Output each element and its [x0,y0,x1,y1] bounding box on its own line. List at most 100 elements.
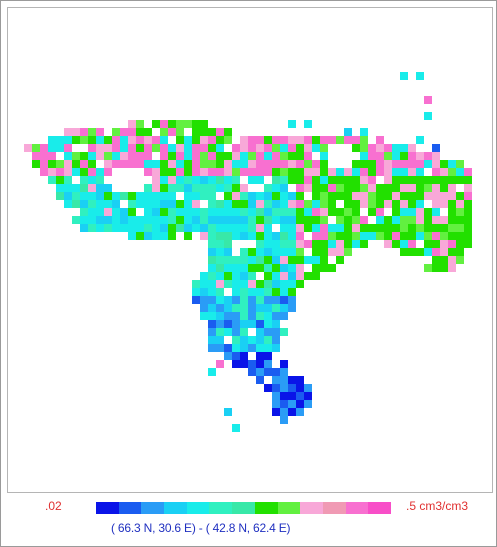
map-cell [272,336,280,344]
map-cell [296,384,304,392]
map-cell [184,184,192,192]
map-cell [240,256,248,264]
map-cell [144,144,152,152]
map-cell [232,296,240,304]
map-cell [424,96,432,104]
map-cell [224,304,232,312]
map-cell [168,168,176,176]
map-cell [216,272,224,280]
map-cell [120,136,128,144]
map-cell [168,208,176,216]
map-cell [200,216,208,224]
map-cell [256,200,264,208]
map-cell [432,200,440,208]
map-cell [216,344,224,352]
legend-swatch [96,502,119,514]
map-cell [72,160,80,168]
map-cell [160,152,168,160]
map-cell [152,168,160,176]
map-cell [432,208,440,216]
map-cell [320,208,328,216]
map-cell [152,144,160,152]
map-cell [352,144,360,152]
map-cell [344,232,352,240]
map-cell [456,192,464,200]
map-cell [256,240,264,248]
map-cell [96,200,104,208]
map-cell [296,272,304,280]
map-cell [184,176,192,184]
map-cell [272,264,280,272]
map-cell [248,152,256,160]
map-cell [208,192,216,200]
map-cell [216,328,224,336]
map-cell [376,160,384,168]
map-cell [216,280,224,288]
map-cell [320,160,328,168]
map-cell [376,224,384,232]
map-cell [240,312,248,320]
map-cell [280,248,288,256]
map-cell [224,320,232,328]
map-cell [264,296,272,304]
map-cell [424,232,432,240]
map-cell [240,296,248,304]
map-cell [56,136,64,144]
map-cell [360,160,368,168]
map-cell [200,152,208,160]
map-cell [136,192,144,200]
map-cell [80,200,88,208]
map-cell [80,160,88,168]
map-cell [304,240,312,248]
map-cell [64,152,72,160]
map-cell [88,160,96,168]
map-cell [408,232,416,240]
map-cell [344,200,352,208]
map-cell [248,264,256,272]
map-cell [464,216,472,224]
map-cell [416,152,424,160]
map-cell [360,232,368,240]
map-cell [328,136,336,144]
map-cell [320,264,328,272]
map-cell [200,208,208,216]
map-cell [408,144,416,152]
map-cell [280,376,288,384]
map-cell [56,176,64,184]
map-cell [320,192,328,200]
map-cell [32,160,40,168]
map-cell [272,344,280,352]
map-cell [152,192,160,200]
map-cell [160,224,168,232]
map-cell [248,288,256,296]
map-cell [216,136,224,144]
map-cell [80,192,88,200]
map-cell [56,192,64,200]
map-cell [176,184,184,192]
map-cell [272,152,280,160]
map-cell [232,200,240,208]
map-cell [376,184,384,192]
map-cell [128,192,136,200]
map-cell [208,216,216,224]
map-cell [216,152,224,160]
map-cell [144,184,152,192]
map-cell [424,208,432,216]
map-cell [216,264,224,272]
map-cell [160,144,168,152]
map-cell [296,256,304,264]
map-cell [416,184,424,192]
map-cell [24,144,32,152]
map-cell [304,160,312,168]
map-cell [256,192,264,200]
map-cell [256,312,264,320]
map-cell [456,256,464,264]
map-cell [248,312,256,320]
map-cell [256,224,264,232]
map-cell [208,328,216,336]
map-cell [184,208,192,216]
map-cell [392,192,400,200]
legend-swatch [277,502,301,514]
map-cell [232,424,240,432]
map-cell [376,144,384,152]
